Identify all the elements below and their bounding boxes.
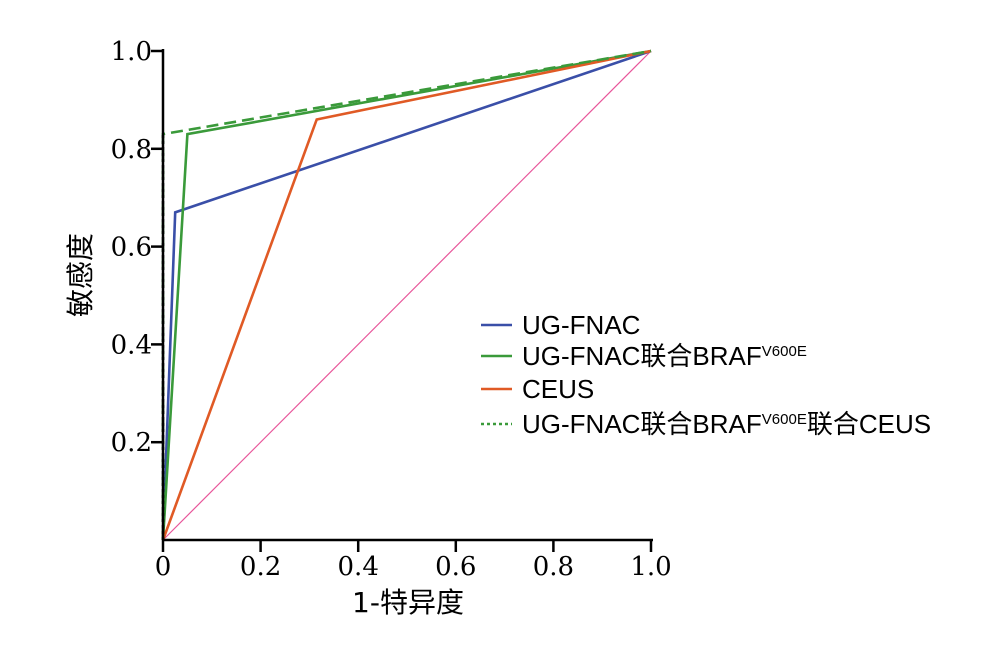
legend-label-3: CEUS [522,374,594,404]
tick-marks: 0 0.2 0.4 0.6 0.8 1.0 0.2 0.4 0.6 0.8 1.0 [111,37,672,582]
plot-area [161,49,652,541]
series-line-2 [161,49,652,541]
y-tick-label: 0.8 [111,135,152,165]
x-tick-label: 0.4 [338,552,379,582]
x-tick-label: 1.0 [630,552,671,582]
legend-label-1: UG-FNAC [522,310,640,340]
x-tick-label: 0 [155,552,172,582]
y-tick-label: 0.6 [111,233,152,263]
axes [161,49,653,542]
x-tick-label: 0.6 [435,552,476,582]
y-axis-title: 敏感度 [64,233,97,317]
y-tick-label: 0.2 [111,428,152,458]
x-tick-label: 0.8 [533,552,574,582]
y-tick-label: 1.0 [111,37,152,67]
legend-label-4: UG-FNAC联合BRAFV600E联合CEUS [522,409,931,439]
series-line-3 [161,49,652,541]
reference-diagonal-line [162,50,652,541]
legend-label-2: UG-FNAC联合BRAFV600E [522,341,807,371]
y-tick-label: 0.4 [111,330,152,360]
x-tick-label: 0.2 [240,552,281,582]
x-axis-title: 1-特异度 [352,586,464,619]
series-line-1 [161,49,652,541]
